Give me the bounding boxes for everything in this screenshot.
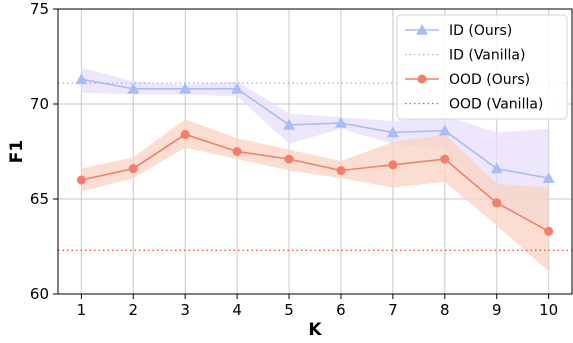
- confidence-bands: [81, 67, 549, 272]
- y-tick-label: 65: [30, 190, 49, 208]
- x-tick-label: 6: [336, 301, 346, 319]
- ood-ours-point: [336, 166, 346, 175]
- x-tick-label: 2: [129, 301, 139, 319]
- y-tick-label: 75: [30, 0, 49, 18]
- x-tick-label: 9: [492, 301, 502, 319]
- plot-frame: [57, 8, 573, 295]
- id-ours-point: [542, 172, 555, 183]
- ood-ours-point: [388, 160, 398, 170]
- id-ours-point: [334, 117, 347, 128]
- x-tick-label: 10: [539, 301, 558, 319]
- ood-ours-line: [81, 133, 550, 233]
- y-tick-label: 60: [30, 285, 49, 303]
- legend-box: [396, 14, 568, 120]
- x-tick-label: 1: [77, 301, 87, 319]
- id-ours-point: [231, 82, 244, 94]
- ood-ours-point: [180, 129, 190, 139]
- ood-ours-point: [128, 164, 138, 174]
- ood-ours-point: [440, 154, 450, 164]
- ood-ours-point: [76, 175, 86, 185]
- x-tick-label: 7: [388, 301, 398, 319]
- y-tick-label: 70: [30, 95, 49, 113]
- legend-label: ID (Vanilla): [449, 48, 525, 64]
- id-ours-point: [179, 82, 192, 94]
- id-ours-point: [283, 118, 296, 130]
- x-tick-label: 3: [180, 301, 190, 319]
- ood-ours-point: [232, 147, 242, 156]
- legend-label: OOD (Ours): [449, 72, 530, 88]
- id-ours-point: [75, 73, 88, 85]
- x-axis-label: K: [308, 320, 322, 340]
- legend-label: OOD (Vanilla): [449, 97, 543, 113]
- legend-marker: [416, 24, 428, 35]
- legend-label: ID (Ours): [449, 23, 512, 39]
- id-ours-point: [127, 82, 140, 94]
- ood-ours-point: [284, 154, 294, 164]
- x-tick-label: 4: [232, 301, 242, 319]
- x-tick-label: 5: [284, 301, 294, 319]
- legend-marker: [417, 74, 427, 84]
- ood-ours-band: [81, 119, 549, 272]
- legend: ID (Ours) ID (Vanilla) OOD (Ours) OOD (Vani…: [396, 14, 568, 120]
- ood-ours-point: [492, 198, 502, 208]
- id-ours-point: [490, 162, 503, 174]
- id-ours-line: [81, 78, 549, 179]
- id-ours-point: [386, 126, 399, 138]
- axis-ticks: 1 2 3 4 5 6 7 8 9 10 60 65 70 75: [30, 0, 558, 319]
- series-lines: [75, 73, 555, 236]
- ood-ours-point: [544, 226, 554, 236]
- y-axis-label: F1: [7, 140, 27, 163]
- x-tick-label: 8: [440, 301, 450, 319]
- id-ours-point: [438, 124, 451, 136]
